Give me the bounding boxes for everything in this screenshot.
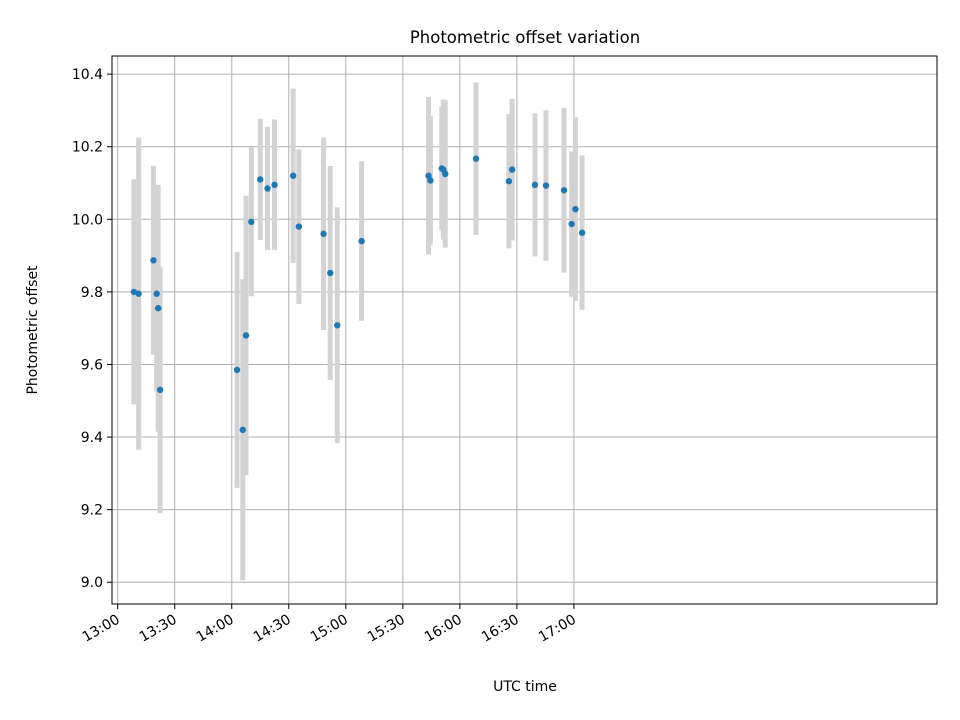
y-axis-label: Photometric offset (25, 265, 41, 395)
data-point (320, 230, 327, 238)
data-point (233, 366, 241, 374)
data-point (508, 166, 516, 173)
data-point (289, 172, 297, 179)
plot-area-frame (111, 55, 938, 605)
y-tick-label: 9.8 (81, 285, 103, 301)
data-point (531, 181, 539, 189)
data-point (560, 187, 568, 194)
chart-title: Photometric offset variation (410, 28, 640, 47)
data-point (150, 257, 157, 264)
data-point (442, 170, 449, 178)
data-point (327, 269, 334, 277)
data-point (239, 426, 246, 434)
data-point (334, 322, 341, 329)
data-points (130, 155, 586, 434)
data-point (153, 290, 160, 297)
y-tick-label: 9.4 (81, 430, 103, 446)
data-point (154, 305, 162, 312)
data-point (358, 237, 365, 245)
data-point (242, 332, 250, 339)
y-tick-label: 9.0 (81, 575, 103, 591)
y-axis: 9.0 9.2 9.4 9.6 9.8 10.0 10.2 10.4 (72, 67, 112, 591)
data-point (271, 181, 278, 189)
data-point (427, 177, 434, 184)
data-point (156, 386, 164, 394)
data-point (572, 205, 579, 213)
y-tick-label: 10.4 (72, 67, 103, 83)
y-tick-label: 10.0 (72, 212, 103, 228)
data-point (505, 178, 513, 185)
y-tick-label: 9.6 (81, 357, 103, 373)
y-tick-label: 9.2 (81, 503, 103, 519)
data-point (472, 155, 480, 162)
data-point (578, 229, 586, 236)
data-point (295, 223, 303, 230)
data-point (542, 182, 550, 189)
data-point (135, 290, 142, 297)
data-point (248, 218, 255, 226)
y-tick-label: 10.2 (72, 140, 103, 156)
data-point (257, 176, 264, 183)
x-axis-label: UTC time (493, 679, 557, 695)
data-point (568, 220, 575, 228)
data-point (264, 185, 271, 192)
